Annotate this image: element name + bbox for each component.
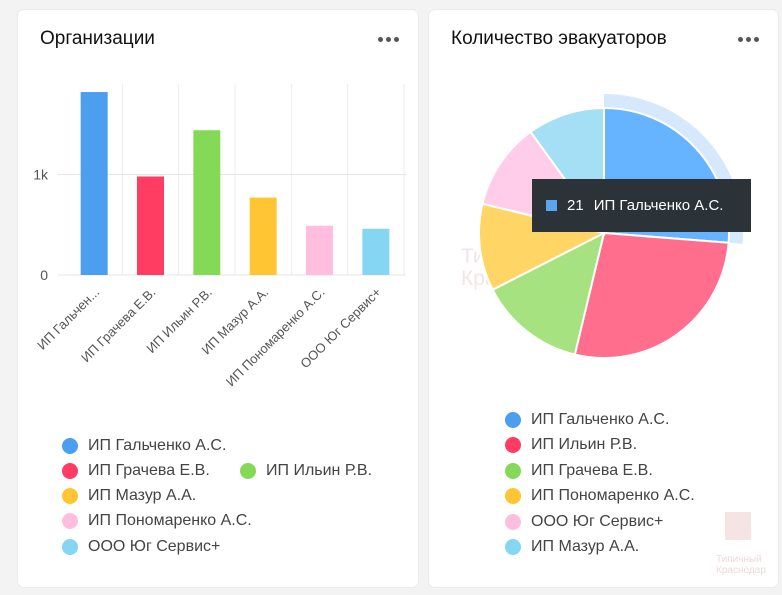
more-dot-icon — [393, 36, 399, 42]
legend-item[interactable]: ООО Юг Сервис+ — [62, 538, 220, 556]
legend-item[interactable]: ИП Гальченко А.С. — [62, 437, 226, 455]
legend-item[interactable]: ИП Грачева Е.В. — [62, 462, 210, 480]
tow-trucks-more-button[interactable] — [734, 28, 762, 50]
legend-label: ООО Юг Сервис+ — [531, 513, 664, 530]
more-dot-icon — [745, 36, 751, 42]
legend-swatch — [62, 438, 78, 454]
legend-item[interactable]: ООО Юг Сервис+ — [505, 513, 663, 531]
pie-tooltip: 21 ИП Гальченко А.С. — [532, 179, 751, 232]
legend-swatch — [62, 488, 78, 504]
y-tick-label: 0 — [40, 267, 48, 283]
organizations-more-button[interactable] — [374, 28, 402, 50]
watermark-logo-icon — [725, 512, 751, 540]
more-dot-icon — [753, 36, 759, 42]
more-dot-icon — [385, 36, 391, 42]
legend-swatch — [240, 463, 256, 479]
bar[interactable] — [193, 130, 221, 275]
legend-label: ИП Ильин Р.В. — [531, 436, 638, 453]
legend-item[interactable]: ИП Мазур А.А. — [62, 487, 196, 505]
legend-swatch — [62, 513, 78, 529]
y-tick-label: 1k — [33, 166, 49, 182]
legend-label: ИП Гальченко А.С. — [88, 437, 227, 454]
more-dot-icon — [737, 36, 743, 42]
bar[interactable] — [249, 197, 277, 275]
legend-label: ИП Мазур А.А. — [88, 487, 197, 504]
tooltip-value: 21 — [567, 197, 584, 214]
legend-label: ИП Пономаренко А.С. — [88, 512, 252, 529]
pie-slice[interactable] — [491, 231, 606, 356]
legend-item[interactable]: ИП Ильин Р.В. — [240, 462, 372, 480]
legend-label: ИП Пономаренко А.С. — [531, 487, 695, 504]
legend-swatch — [505, 488, 521, 504]
legend-label: ИП Гальченко А.С. — [531, 411, 670, 428]
legend-item[interactable]: ИП Грачева Е.В. — [505, 462, 653, 480]
legend-swatch — [505, 514, 521, 530]
bar[interactable] — [80, 92, 108, 275]
legend-swatch — [62, 539, 78, 555]
bar[interactable] — [137, 176, 164, 275]
pie-slice[interactable] — [478, 202, 607, 292]
legend-swatch — [62, 463, 78, 479]
organizations-title: Организации — [40, 28, 155, 49]
legend-swatch — [505, 412, 521, 428]
legend-item[interactable]: ИП Ильин Р.В. — [505, 436, 637, 454]
legend-label: ИП Ильин Р.В. — [266, 462, 373, 479]
pie-slice[interactable] — [573, 231, 730, 359]
legend-label: ООО Юг Сервис+ — [88, 538, 221, 555]
legend-label: ИП Грачева Е.В. — [88, 462, 210, 479]
legend-swatch — [505, 539, 521, 555]
legend-label: ИП Грачева Е.В. — [531, 462, 653, 479]
bar[interactable] — [362, 228, 390, 275]
tooltip-swatch — [546, 200, 557, 211]
legend-label: ИП Мазур А.А. — [531, 538, 640, 555]
legend-item[interactable]: ИП Мазур А.А. — [505, 538, 639, 556]
tow-trucks-title: Количество эвакуаторов — [451, 28, 667, 49]
legend-item[interactable]: ИП Гальченко А.С. — [505, 411, 669, 429]
bar[interactable] — [306, 225, 333, 275]
legend-item[interactable]: ИП Пономаренко А.С. — [62, 512, 252, 530]
legend-item[interactable]: ИП Пономаренко А.С. — [505, 487, 695, 505]
more-dot-icon — [377, 36, 383, 42]
legend-swatch — [505, 463, 521, 479]
legend-swatch — [505, 437, 521, 453]
tooltip-label: ИП Гальченко А.С. — [593, 197, 724, 214]
